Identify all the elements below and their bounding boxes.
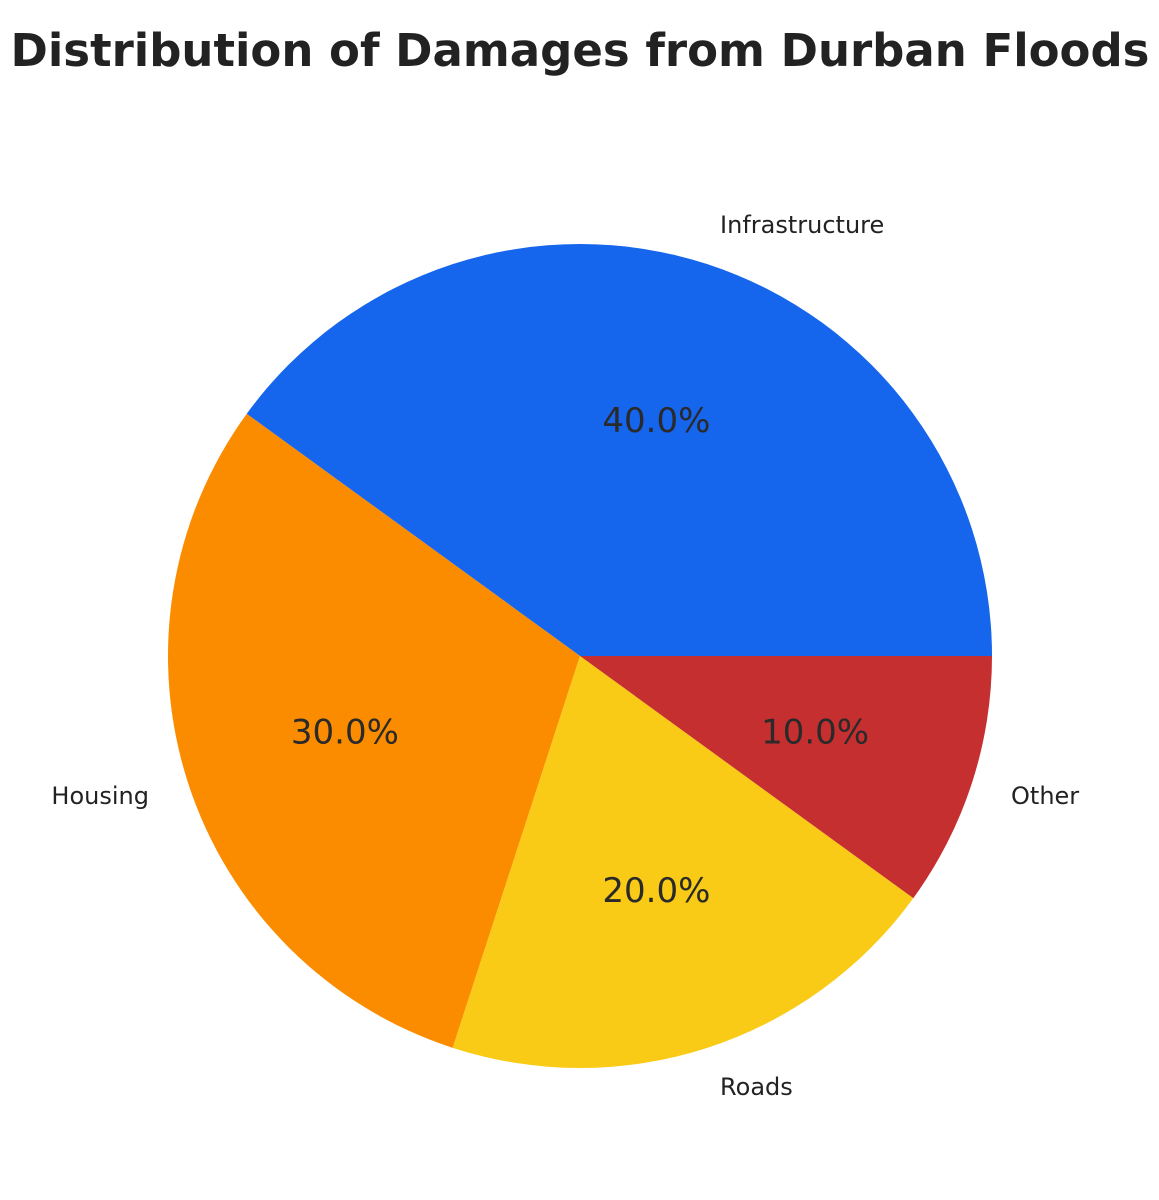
percent-label-housing: 30.0% (291, 712, 399, 752)
category-labels: Infrastructure Housing Roads Other (51, 211, 1079, 1101)
pie-slices (168, 244, 992, 1069)
pie-slice-infrastructure (246, 244, 992, 656)
category-label-roads: Roads (720, 1073, 793, 1101)
percent-labels: 40.0% 30.0% 20.0% 10.0% (291, 401, 869, 911)
percent-label-other: 10.0% (761, 712, 869, 752)
category-label-other: Other (1011, 782, 1079, 810)
pie-slice-other (580, 656, 992, 899)
chart-title: Distribution of Damages from Durban Floo… (11, 24, 1150, 77)
pie-slice-roads (452, 656, 914, 1069)
percent-label-infrastructure: 40.0% (602, 401, 710, 441)
percent-label-roads: 20.0% (602, 871, 710, 911)
pie-slice-housing (168, 413, 581, 1048)
category-label-infrastructure: Infrastructure (720, 211, 884, 239)
category-label-housing: Housing (51, 782, 149, 810)
